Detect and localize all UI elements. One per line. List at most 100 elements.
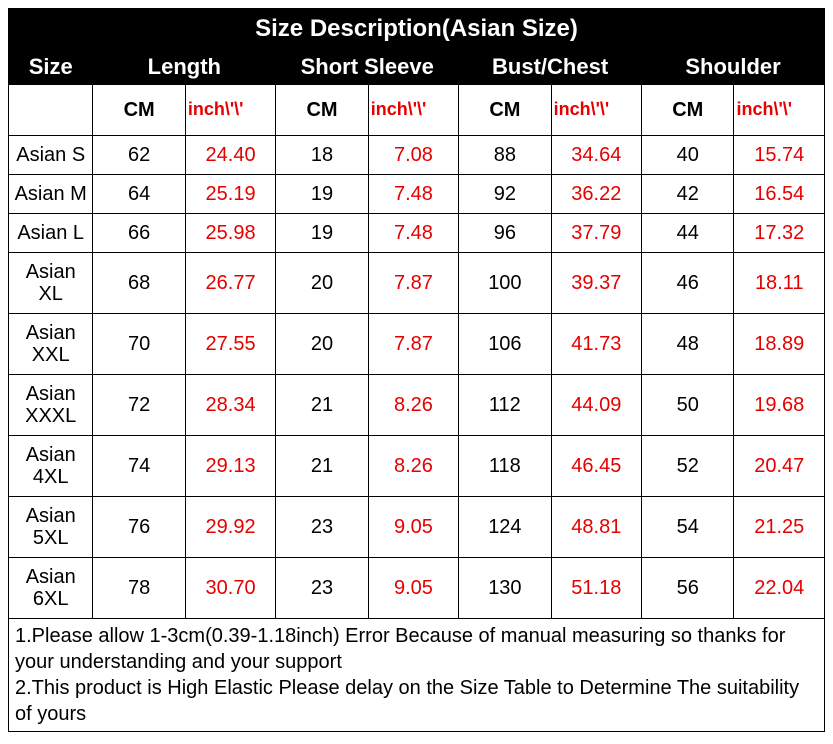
header-length: Length — [93, 50, 276, 85]
cm-cell: 42 — [642, 175, 734, 214]
cm-cell: 20 — [276, 253, 368, 314]
inch-cell: 16.54 — [734, 175, 825, 214]
inch-cell: 28.34 — [185, 375, 275, 436]
size-cell: Asian 4XL — [9, 436, 93, 497]
table-row: Asian S6224.40187.088834.644015.74 — [9, 136, 825, 175]
inch-cell: 51.18 — [551, 558, 641, 619]
cm-cell: 124 — [459, 497, 551, 558]
inch-cell: 20.47 — [734, 436, 825, 497]
inch-cell: 41.73 — [551, 314, 641, 375]
inch-cell: 7.87 — [368, 314, 458, 375]
title-row: Size Description(Asian Size) — [9, 9, 825, 50]
subheader-length-cm: CM — [93, 85, 185, 136]
cm-cell: 130 — [459, 558, 551, 619]
cm-cell: 52 — [642, 436, 734, 497]
cm-cell: 74 — [93, 436, 185, 497]
sub-header-row: CM inch\'\' CM inch\'\' CM inch\'\' CM i… — [9, 85, 825, 136]
header-short-sleeve: Short Sleeve — [276, 50, 459, 85]
inch-cell: 39.37 — [551, 253, 641, 314]
inch-cell: 8.26 — [368, 436, 458, 497]
cm-cell: 100 — [459, 253, 551, 314]
inch-cell: 44.09 — [551, 375, 641, 436]
subheader-shoulder-cm: CM — [642, 85, 734, 136]
cm-cell: 78 — [93, 558, 185, 619]
inch-cell: 25.98 — [185, 214, 275, 253]
table-row: Asian XL6826.77207.8710039.374618.11 — [9, 253, 825, 314]
inch-cell: 7.08 — [368, 136, 458, 175]
cm-cell: 19 — [276, 214, 368, 253]
inch-cell: 37.79 — [551, 214, 641, 253]
inch-cell: 24.40 — [185, 136, 275, 175]
notes-text: 1.Please allow 1-3cm(0.39-1.18inch) Erro… — [9, 619, 825, 732]
size-cell: Asian XXL — [9, 314, 93, 375]
inch-cell: 46.45 — [551, 436, 641, 497]
inch-cell: 27.55 — [185, 314, 275, 375]
cm-cell: 44 — [642, 214, 734, 253]
inch-cell: 25.19 — [185, 175, 275, 214]
subheader-length-inch: inch\'\' — [185, 85, 275, 136]
cm-cell: 106 — [459, 314, 551, 375]
cm-cell: 64 — [93, 175, 185, 214]
size-cell: Asian 5XL — [9, 497, 93, 558]
subheader-bust-inch: inch\'\' — [551, 85, 641, 136]
cm-cell: 88 — [459, 136, 551, 175]
subheader-blank — [9, 85, 93, 136]
cm-cell: 76 — [93, 497, 185, 558]
inch-cell: 19.68 — [734, 375, 825, 436]
cm-cell: 68 — [93, 253, 185, 314]
size-cell: Asian L — [9, 214, 93, 253]
inch-cell: 9.05 — [368, 497, 458, 558]
size-table: Size Description(Asian Size) Size Length… — [8, 8, 825, 732]
cm-cell: 50 — [642, 375, 734, 436]
inch-cell: 34.64 — [551, 136, 641, 175]
table-row: Asian XXL7027.55207.8710641.734818.89 — [9, 314, 825, 375]
cm-cell: 40 — [642, 136, 734, 175]
inch-cell: 17.32 — [734, 214, 825, 253]
table-row: Asian 5XL7629.92239.0512448.815421.25 — [9, 497, 825, 558]
cm-cell: 118 — [459, 436, 551, 497]
inch-cell: 29.13 — [185, 436, 275, 497]
inch-cell: 18.11 — [734, 253, 825, 314]
header-row: Size Length Short Sleeve Bust/Chest Shou… — [9, 50, 825, 85]
inch-cell: 18.89 — [734, 314, 825, 375]
size-cell: Asian XXXL — [9, 375, 93, 436]
cm-cell: 21 — [276, 375, 368, 436]
cm-cell: 21 — [276, 436, 368, 497]
inch-cell: 30.70 — [185, 558, 275, 619]
table-title: Size Description(Asian Size) — [9, 9, 825, 50]
cm-cell: 19 — [276, 175, 368, 214]
subheader-sleeve-cm: CM — [276, 85, 368, 136]
notes-row: 1.Please allow 1-3cm(0.39-1.18inch) Erro… — [9, 619, 825, 732]
inch-cell: 21.25 — [734, 497, 825, 558]
cm-cell: 72 — [93, 375, 185, 436]
inch-cell: 36.22 — [551, 175, 641, 214]
cm-cell: 23 — [276, 558, 368, 619]
cm-cell: 48 — [642, 314, 734, 375]
subheader-bust-cm: CM — [459, 85, 551, 136]
inch-cell: 8.26 — [368, 375, 458, 436]
cm-cell: 20 — [276, 314, 368, 375]
cm-cell: 54 — [642, 497, 734, 558]
inch-cell: 22.04 — [734, 558, 825, 619]
cm-cell: 46 — [642, 253, 734, 314]
header-shoulder: Shoulder — [642, 50, 825, 85]
inch-cell: 7.48 — [368, 175, 458, 214]
inch-cell: 7.48 — [368, 214, 458, 253]
subheader-shoulder-inch: inch\'\' — [734, 85, 825, 136]
cm-cell: 66 — [93, 214, 185, 253]
size-cell: Asian M — [9, 175, 93, 214]
cm-cell: 96 — [459, 214, 551, 253]
inch-cell: 29.92 — [185, 497, 275, 558]
size-cell: Asian XL — [9, 253, 93, 314]
subheader-sleeve-inch: inch\'\' — [368, 85, 458, 136]
size-cell: Asian S — [9, 136, 93, 175]
inch-cell: 9.05 — [368, 558, 458, 619]
header-bust: Bust/Chest — [459, 50, 642, 85]
inch-cell: 26.77 — [185, 253, 275, 314]
header-size: Size — [9, 50, 93, 85]
cm-cell: 92 — [459, 175, 551, 214]
cm-cell: 18 — [276, 136, 368, 175]
inch-cell: 7.87 — [368, 253, 458, 314]
cm-cell: 62 — [93, 136, 185, 175]
table-row: Asian L6625.98197.489637.794417.32 — [9, 214, 825, 253]
